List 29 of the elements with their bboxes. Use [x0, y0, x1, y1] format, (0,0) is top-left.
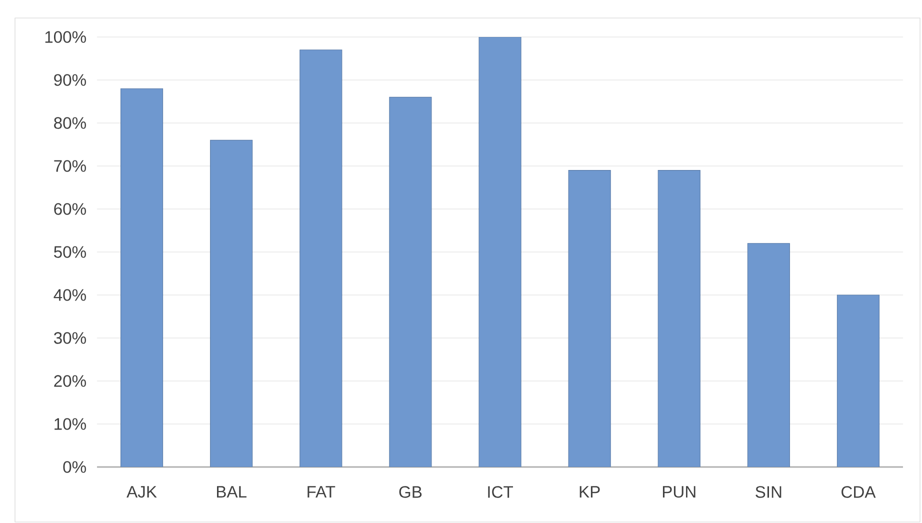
bar — [568, 170, 611, 467]
x-tick-label: BAL — [217, 486, 246, 498]
x-tick-label: PUN — [662, 486, 696, 498]
bar — [300, 50, 342, 467]
bar — [478, 36, 522, 467]
bar — [658, 170, 700, 467]
x-tick-label: GB — [399, 486, 422, 498]
x-tick-label: AJK — [126, 486, 157, 498]
x-tick-label: FAT — [308, 486, 336, 498]
y-tick-label: 60% — [54, 203, 86, 215]
y-tick-label: 0% — [63, 461, 86, 473]
x-tick-label: SIN — [756, 486, 782, 498]
y-tick-label: 90% — [54, 74, 86, 86]
y-tick-label: 40% — [54, 289, 86, 301]
y-tick-label: 100% — [45, 31, 86, 43]
bar — [389, 96, 432, 467]
bar — [120, 88, 164, 467]
bar — [210, 140, 253, 467]
y-tick-label: 30% — [54, 332, 86, 344]
y-tick-label: 20% — [54, 375, 86, 387]
bar — [836, 294, 880, 467]
y-tick-label: 10% — [54, 418, 86, 430]
x-tick-label: KP — [580, 486, 600, 498]
y-tick-label: 80% — [54, 117, 86, 129]
y-tick-label: 50% — [54, 246, 86, 258]
x-tick-label: ICT — [488, 486, 513, 498]
y-tick-label: 70% — [54, 160, 86, 172]
x-tick-label: CDA — [842, 486, 876, 498]
bar — [747, 243, 790, 467]
